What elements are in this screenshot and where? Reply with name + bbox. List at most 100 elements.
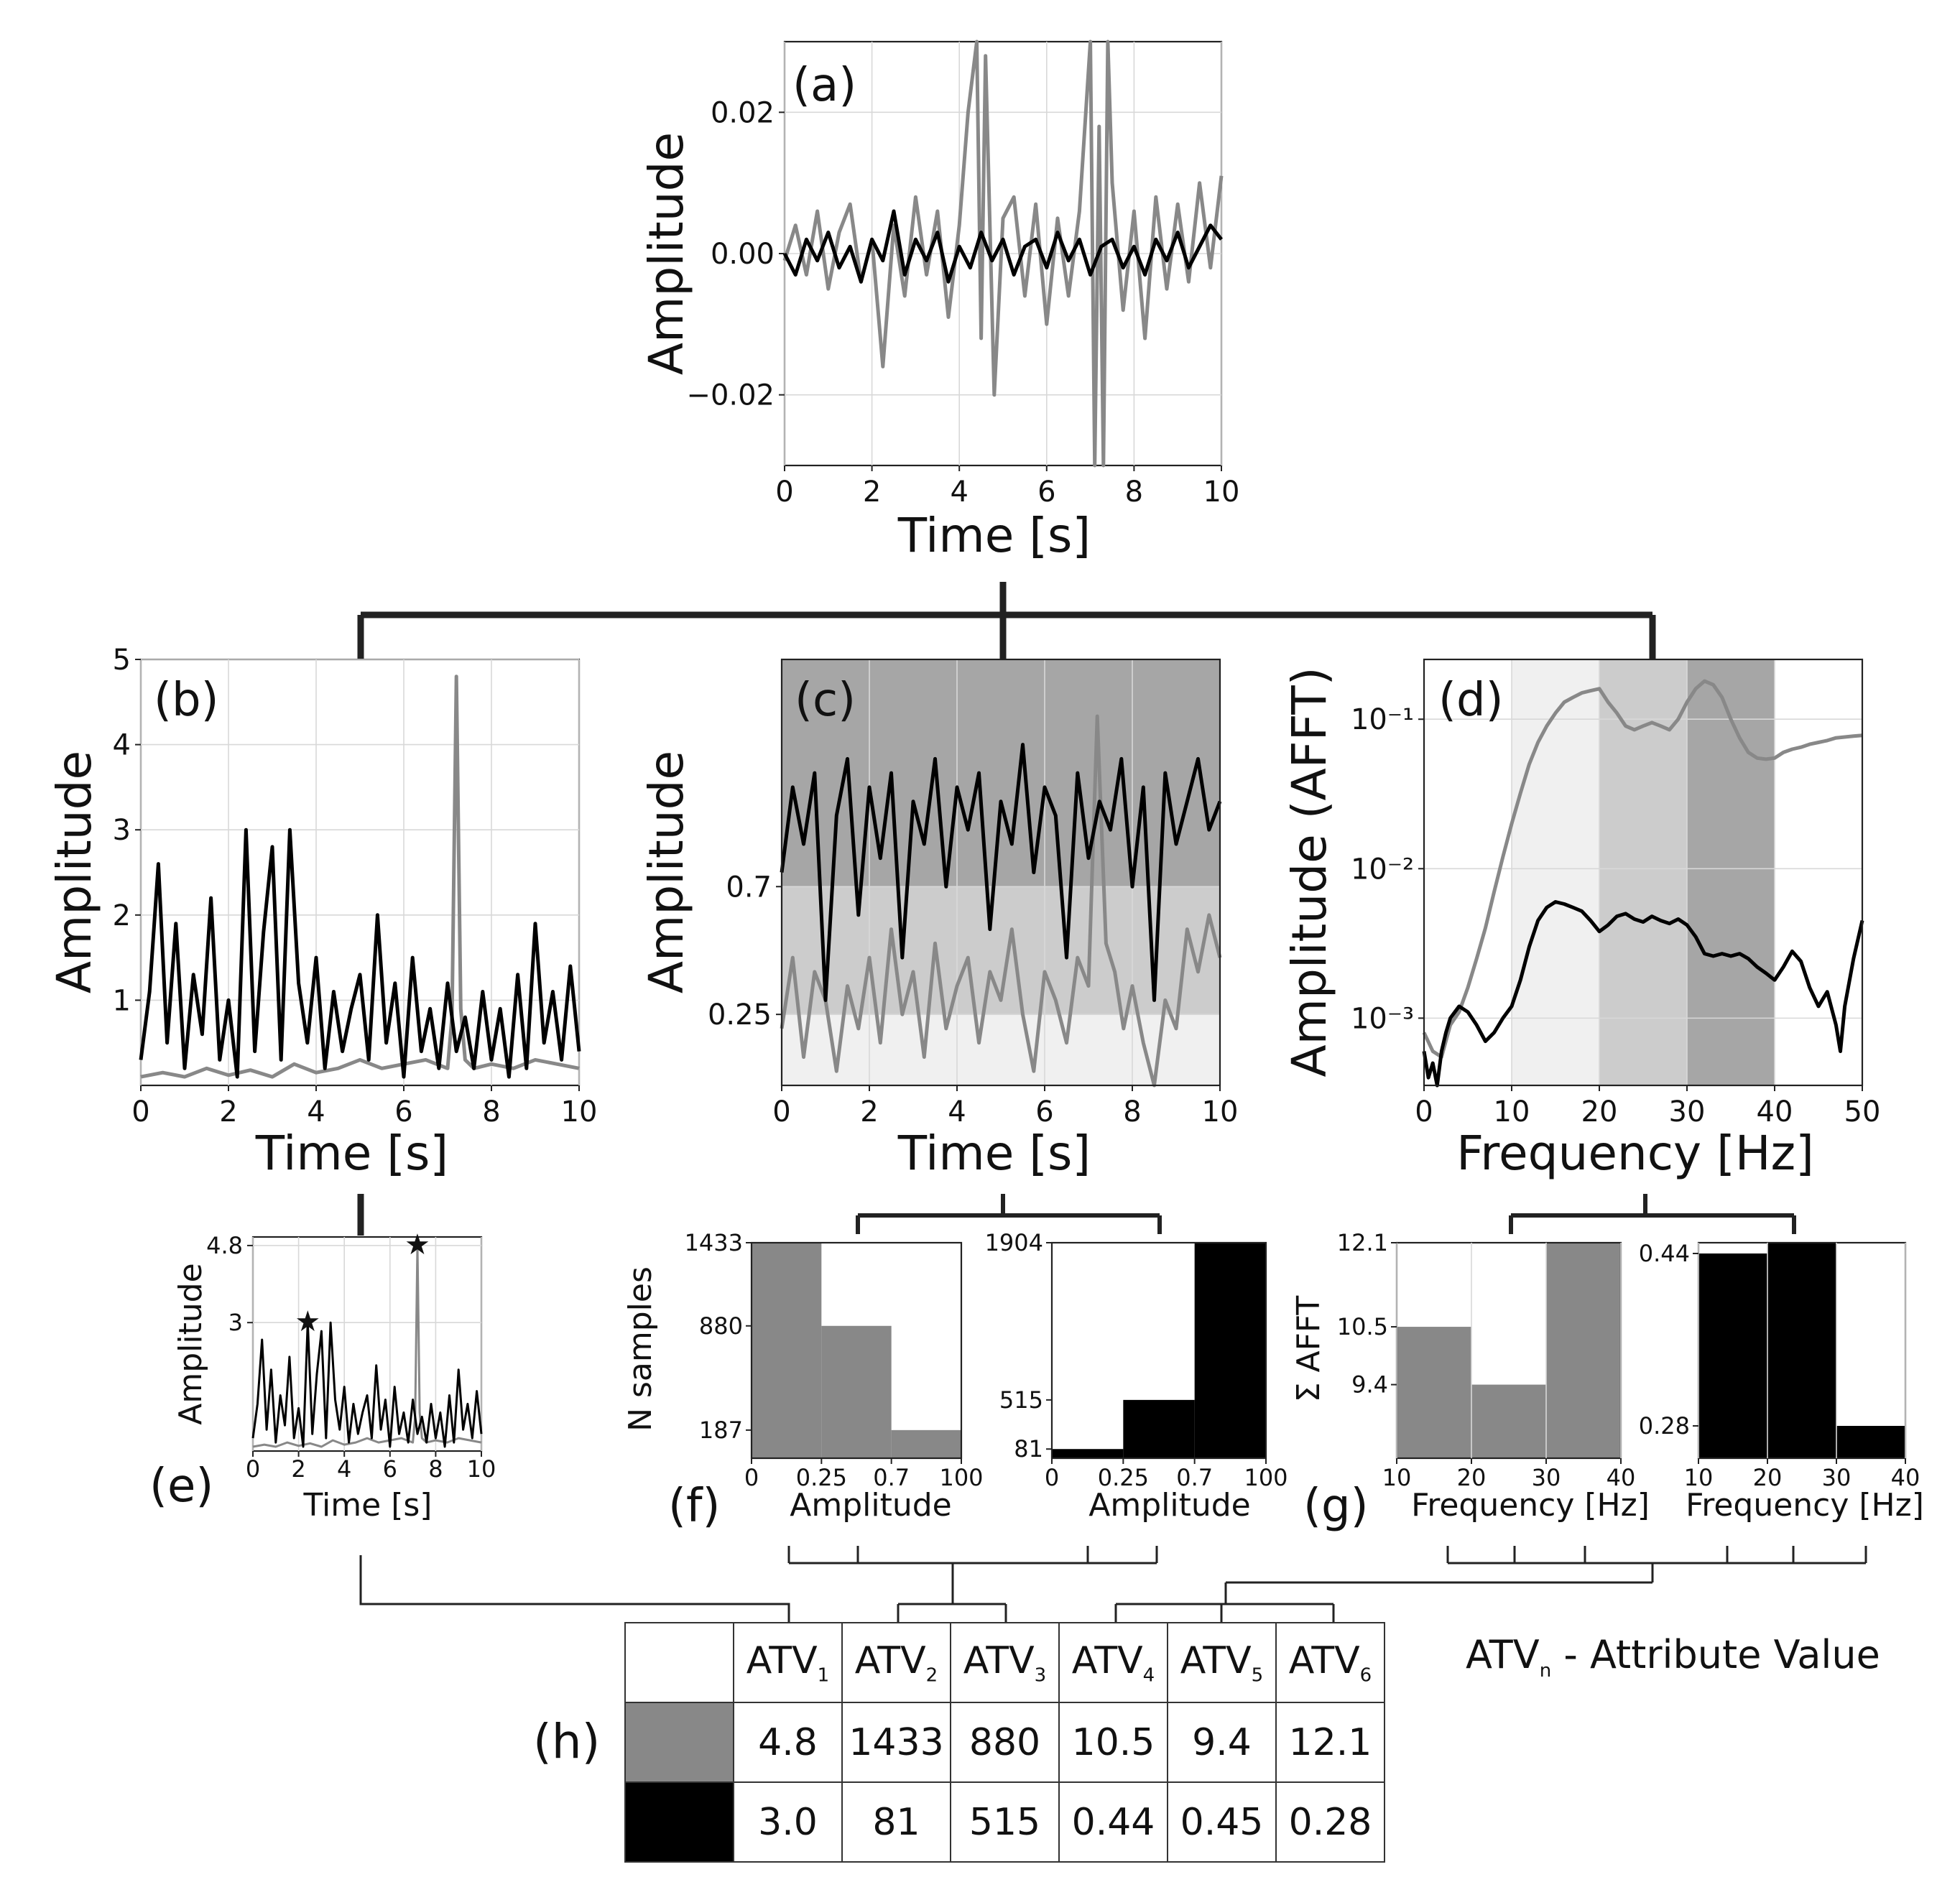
header-text: ATV <box>854 1639 926 1682</box>
panel-a-ylabel: Amplitude <box>639 132 694 375</box>
x-tick-label: 0.25 <box>1098 1464 1149 1491</box>
header-text: ATV <box>1071 1639 1143 1682</box>
panel-f2-xlabel: Amplitude <box>1088 1487 1250 1524</box>
header-sub: 6 <box>1359 1664 1372 1687</box>
y-tick-label: 1904 <box>985 1229 1043 1256</box>
panel-f-black-histogram: 0 0.25 0.7 100 1904 515 81 Amplitude <box>985 1229 1288 1524</box>
frequency-band <box>1599 659 1687 1085</box>
y-tick-label: 515 <box>999 1386 1043 1414</box>
panel-e-xlabel: Time [s] <box>303 1487 433 1524</box>
x-tick-label: 30 <box>1822 1464 1852 1491</box>
black-series-line <box>780 743 1222 1002</box>
panel-a-time-series: 0 2 4 6 8 10 0.02 0.00 −0.02 (a) Time [s] Amplit… <box>639 40 1239 563</box>
legend-text: - Attribute Value <box>1551 1632 1880 1677</box>
x-tick-label: 10 <box>561 1095 598 1128</box>
panel-f1-ylabel: N samples <box>622 1266 659 1432</box>
panel-d-frame <box>1423 658 1864 1087</box>
histogram-bar <box>1397 1327 1471 1458</box>
y-tick-label: 0.28 <box>1639 1412 1690 1440</box>
y-tick-label: 880 <box>699 1312 743 1340</box>
histogram-bar <box>1194 1243 1266 1458</box>
black-series-line <box>251 1321 483 1448</box>
table-header-atv1: ATV1 <box>733 1622 843 1703</box>
panel-c-normalized: 0 2 4 6 8 10 0.7 0.25 (c) Time [s] Amplitude <box>639 658 1238 1181</box>
panel-b-ylabel: Amplitude <box>47 751 102 993</box>
black-series-line <box>139 828 581 1079</box>
panel-d-xlabel: Frequency [Hz] <box>1456 1126 1814 1181</box>
y-tick-label: 10.5 <box>1337 1313 1388 1340</box>
histogram-bar <box>821 1325 892 1458</box>
table-cell: 10.5 <box>1058 1702 1168 1783</box>
panel-f-gray-histogram: 0 0.25 0.7 100 1433 880 187 N samples Amplitud… <box>622 1229 984 1533</box>
panel-g2-bars <box>1698 1243 1905 1458</box>
frequency-band <box>1512 659 1599 1085</box>
panel-d-ylabel: Amplitude (AFFT) <box>1282 667 1337 1077</box>
x-tick-label: 30 <box>1669 1095 1706 1128</box>
x-tick-label: 100 <box>1244 1464 1288 1491</box>
x-tick-label: 2 <box>860 1095 878 1128</box>
panel-a-series <box>782 40 1224 468</box>
x-tick-label: 8 <box>428 1455 443 1483</box>
x-tick-label: 40 <box>1607 1464 1636 1491</box>
y-tick-label: 81 <box>1014 1435 1043 1463</box>
x-tick-label: 6 <box>1037 476 1055 509</box>
panel-f2-bars <box>1052 1243 1266 1458</box>
panel-b-xlabel: Time [s] <box>255 1126 448 1181</box>
table-cell: 9.4 <box>1167 1702 1277 1783</box>
panel-g1-bars <box>1397 1243 1621 1458</box>
histogram-bar <box>752 1243 822 1458</box>
x-tick-label: 0 <box>131 1095 149 1128</box>
histogram-bar <box>1698 1253 1767 1458</box>
y-tick-label: 12.1 <box>1337 1229 1388 1256</box>
x-tick-label: 4 <box>948 1095 966 1128</box>
black-series-line <box>1422 900 1864 1088</box>
panel-g-gray-band-sums: 10 20 30 40 12.1 10.5 9.4 Σ AFFT Frequency [Hz… <box>1290 1229 1650 1533</box>
table-cell: 81 <box>841 1781 951 1863</box>
x-tick-label: 4 <box>337 1455 351 1483</box>
header-text: ATV <box>746 1639 818 1682</box>
attribute-value-table: ATV1 ATV2 ATV3 ATV4 ATV5 ATV6 4.8 1433 8… <box>624 1622 1385 1863</box>
panel-a-label: (a) <box>792 59 856 112</box>
x-tick-label: 0 <box>772 1095 790 1128</box>
y-tick-label: 0.7 <box>726 871 772 904</box>
x-tick-label: 20 <box>1457 1464 1487 1491</box>
panel-g-black-band-sums: 10 20 30 40 0.44 0.28 Frequency [Hz] <box>1639 1240 1924 1524</box>
panel-h-label: (h) <box>533 1714 601 1769</box>
table-cell: 3.0 <box>733 1781 843 1863</box>
star-marker: ★ <box>405 1228 430 1261</box>
table-header-atv4: ATV4 <box>1058 1622 1168 1703</box>
header-sub: 3 <box>1034 1664 1047 1687</box>
panel-g1-ylabel: Σ AFFT <box>1290 1296 1327 1403</box>
table-cell: 0.45 <box>1167 1781 1277 1863</box>
panel-d-ticks: 0 10 20 30 40 50 10⁻¹ 10⁻² 10⁻³ <box>1351 703 1881 1128</box>
panel-g1-xlabel: Frequency [Hz] <box>1411 1487 1650 1524</box>
table-cell: 0.44 <box>1058 1781 1168 1863</box>
table-header-atv3: ATV3 <box>950 1622 1060 1703</box>
star-marker: ★ <box>295 1305 320 1338</box>
x-tick-label: 0 <box>1045 1464 1059 1491</box>
header-sub: 4 <box>1142 1664 1155 1687</box>
tree-connectors <box>357 582 1867 1622</box>
panel-a-xlabel: Time [s] <box>897 508 1091 563</box>
table-row-black: 3.0 81 515 0.44 0.45 0.28 <box>624 1781 1385 1863</box>
x-tick-label: 100 <box>939 1464 983 1491</box>
x-tick-label: 0 <box>1415 1095 1433 1128</box>
panel-g2-grid <box>1698 1243 1906 1458</box>
panel-f2-ticks: 0 0.25 0.7 100 1904 515 81 <box>985 1229 1288 1491</box>
panel-d-label: (d) <box>1438 674 1504 727</box>
panel-c-series <box>780 714 1222 1088</box>
y-tick-label: 4.8 <box>206 1232 243 1259</box>
table-header-atv6: ATV6 <box>1275 1622 1385 1703</box>
panel-f-label: (f) <box>668 1480 720 1533</box>
panel-b-label: (b) <box>154 674 219 727</box>
y-tick-label: 0.44 <box>1639 1240 1690 1267</box>
y-tick-label: 3 <box>228 1309 243 1336</box>
panel-b-series <box>139 675 581 1079</box>
histogram-bar <box>891 1429 961 1458</box>
x-tick-label: 0 <box>246 1455 260 1483</box>
x-tick-label: 6 <box>394 1095 412 1128</box>
y-tick-label: 4 <box>113 729 131 762</box>
x-tick-label: 4 <box>950 476 968 509</box>
